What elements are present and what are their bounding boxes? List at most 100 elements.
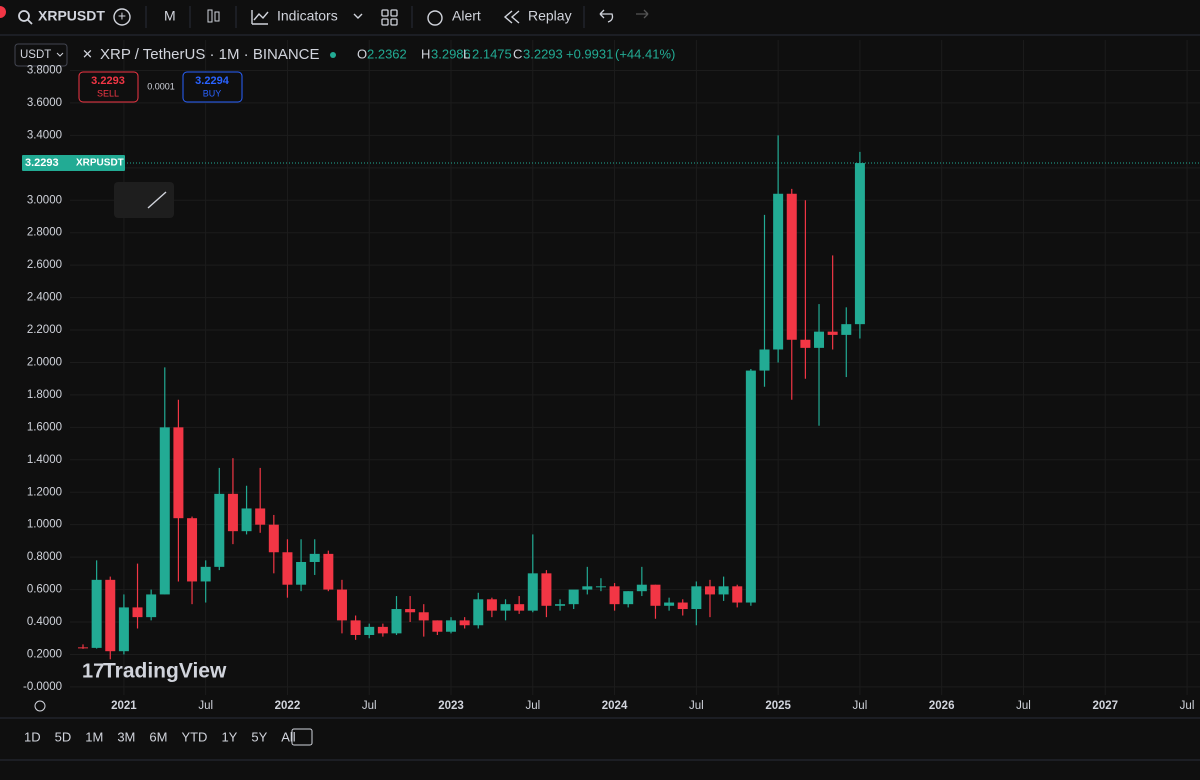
x-tick-label: 2024 [602, 700, 628, 712]
candle-body [200, 566, 211, 582]
y-tick-label: 3.6000 [27, 97, 62, 109]
redo[interactable] [636, 9, 649, 19]
interval[interactable]: M [164, 8, 176, 24]
buy-button[interactable] [182, 71, 243, 103]
buy-label: BUY [203, 88, 222, 98]
candle-body [664, 602, 675, 606]
ohlc-value: 3.2986 [431, 46, 471, 61]
candle-body [173, 427, 184, 519]
sell-price: 3.2293 [91, 75, 125, 87]
line-tool[interactable] [147, 191, 167, 209]
x-tick-label: 2026 [929, 700, 955, 712]
ohlc-label: L [463, 46, 470, 61]
candle-body [432, 620, 443, 632]
alert[interactable]: Alert [452, 8, 481, 24]
ohlc: O 2.2362 H 3.2986 L 2.1475 C 3.2293 +0.9… [357, 46, 675, 61]
candle-icon[interactable] [207, 9, 213, 23]
range-button[interactable]: 1M [85, 729, 103, 744]
candle-body [105, 579, 116, 652]
candle-body [309, 553, 320, 562]
y-tick-label: 1.0000 [27, 519, 62, 531]
candle-body [514, 604, 525, 611]
symbol[interactable]: XRPUSDT [38, 8, 105, 24]
candle-body [418, 612, 429, 621]
candle-body [350, 620, 361, 635]
settings[interactable] [34, 700, 46, 712]
range-button[interactable]: 5Y [251, 729, 267, 744]
candle-body [405, 609, 416, 613]
candle-body [704, 586, 715, 595]
dropdown[interactable] [353, 13, 363, 19]
ohlc-value: 2.2362 [367, 46, 407, 61]
candle-body [541, 573, 552, 606]
sell-button[interactable] [78, 71, 139, 103]
candle-body [255, 508, 266, 525]
add-symbol[interactable] [113, 8, 131, 26]
range-button[interactable]: YTD [181, 729, 207, 744]
range-button[interactable]: All [281, 729, 296, 744]
candle-body [282, 552, 293, 585]
ohlc-value: 3.2293 [523, 46, 563, 61]
candle-body [732, 586, 743, 603]
y-tick-label: 2.0000 [27, 356, 62, 368]
y-tick-label: 2.2000 [27, 324, 62, 336]
x-tick-label: Jul [362, 700, 377, 712]
status-dot [330, 52, 336, 58]
buy-price: 3.2294 [195, 75, 230, 87]
y-tick-label: 3.4000 [27, 129, 62, 141]
search-icon[interactable] [18, 10, 30, 22]
add-icon: + [118, 8, 126, 24]
candle-body [677, 602, 688, 610]
x-tick-label: Jul [689, 700, 704, 712]
candle-body [132, 607, 143, 618]
date-range-icon[interactable] [291, 728, 313, 746]
currency-select[interactable] [14, 43, 68, 67]
candle-body [500, 604, 511, 611]
range-button[interactable]: 5D [55, 729, 72, 744]
ohlc-label: O [357, 46, 367, 61]
candle-body [773, 193, 784, 350]
toolbar: XRPUSDT + M Indicators Alert Replay [0, 6, 649, 28]
candle-body [336, 589, 347, 621]
undo[interactable] [599, 9, 614, 23]
range-button[interactable]: 1Y [221, 729, 237, 744]
candle-body [227, 493, 238, 532]
y-tick-label: 1.6000 [27, 421, 62, 433]
x-tick-label: Jul [1180, 700, 1195, 712]
logo: ✕ [82, 46, 93, 61]
y-tick-label: 0.6000 [27, 584, 62, 596]
layouts-icon[interactable] [381, 9, 398, 26]
candle-body [214, 493, 225, 567]
candle-body [364, 626, 375, 635]
candle-body [146, 594, 157, 618]
search-icon [27, 19, 33, 25]
range-button[interactable]: 6M [149, 729, 167, 744]
drawing-toolbar[interactable] [114, 182, 174, 218]
candle-body [814, 331, 825, 348]
watermark-logo: 17 [82, 660, 104, 682]
candle-body [391, 609, 402, 634]
range-button[interactable]: 3M [117, 729, 135, 744]
candle-body [377, 626, 388, 634]
notification-dot [0, 6, 6, 18]
replay[interactable]: Replay [528, 8, 572, 24]
y-tick-label: 1.8000 [27, 389, 62, 401]
indicators[interactable]: Indicators [277, 8, 338, 24]
candle-body [745, 370, 756, 603]
alert-icon [427, 10, 443, 26]
candle-body [78, 647, 88, 649]
y-tick-label: 3.0000 [27, 194, 62, 206]
range-button[interactable]: 1D [24, 729, 41, 744]
candle-body [841, 324, 852, 335]
last-price-label: 3.2293 [25, 157, 59, 169]
y-tick-label: 2.4000 [27, 292, 62, 304]
x-tick-label: Jul [853, 700, 868, 712]
range-bar: 1D 5D 1M 3M 6M YTD 1Y 5Y All [24, 729, 296, 744]
change-pct: (+44.41%) [615, 46, 675, 61]
y-tick-label: 1.2000 [27, 486, 62, 498]
candle-body [582, 586, 593, 590]
candle-body [91, 579, 102, 648]
watermark: TradingView [103, 660, 227, 683]
dropdown [56, 52, 64, 57]
